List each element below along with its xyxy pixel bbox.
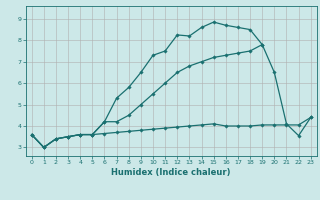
X-axis label: Humidex (Indice chaleur): Humidex (Indice chaleur) <box>111 168 231 177</box>
